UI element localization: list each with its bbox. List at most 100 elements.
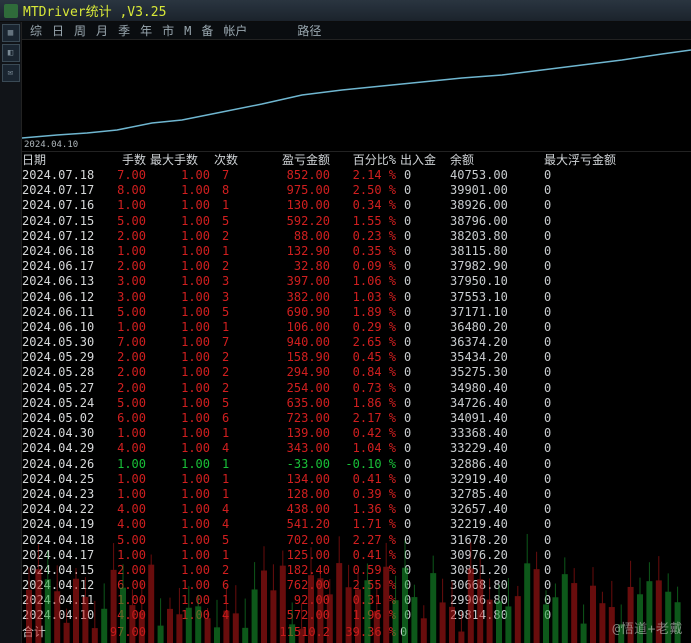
table-row[interactable]: 2024.06.101.001.001106.000.29 %036480.20… bbox=[22, 320, 691, 335]
tab-7[interactable]: M bbox=[184, 24, 191, 38]
equity-line bbox=[22, 40, 691, 152]
cell-io: 0 bbox=[400, 517, 450, 532]
cell-pct: 0.41 % bbox=[334, 548, 400, 563]
tab-4[interactable]: 季 bbox=[118, 22, 130, 39]
cell-pct: 1.03 % bbox=[334, 290, 400, 305]
toolbar-button-2[interactable]: ◧ bbox=[2, 44, 20, 62]
table-row[interactable]: 2024.04.231.001.001128.000.39 %032785.40… bbox=[22, 487, 691, 502]
cell-lots: 1.00 bbox=[100, 487, 150, 502]
cell-lots: 6.00 bbox=[100, 578, 150, 593]
tab-2[interactable]: 周 bbox=[74, 22, 86, 39]
table-row[interactable]: 2024.04.294.001.004343.001.04 %033229.40… bbox=[22, 441, 691, 456]
cell-date: 2024.05.24 bbox=[22, 396, 100, 411]
col-count: 次数 bbox=[214, 152, 256, 168]
tab-5[interactable]: 年 bbox=[140, 22, 152, 39]
table-row[interactable]: 2024.04.171.001.001125.000.41 %030976.20… bbox=[22, 548, 691, 563]
cell-pct: 0.29 % bbox=[334, 320, 400, 335]
cell-pct: -0.10 % bbox=[334, 457, 400, 472]
cell-lots: 2.00 bbox=[100, 365, 150, 380]
cell-count: 6 bbox=[214, 578, 256, 593]
table-row[interactable]: 2024.04.301.001.001139.000.42 %033368.40… bbox=[22, 426, 691, 441]
cell-float: 0 bbox=[544, 259, 638, 274]
cell-lots: 7.00 bbox=[100, 168, 150, 183]
tab-6[interactable]: 市 bbox=[162, 22, 174, 39]
table-row[interactable]: 2024.04.261.001.001-33.00-0.10 %032886.4… bbox=[22, 457, 691, 472]
cell-maxlots: 1.00 bbox=[150, 457, 214, 472]
cell-float: 0 bbox=[544, 168, 638, 183]
table-row[interactable]: 2024.06.181.001.001132.900.35 %038115.80… bbox=[22, 244, 691, 259]
tab-1[interactable]: 日 bbox=[52, 22, 64, 39]
table-row[interactable]: 2024.05.245.001.005635.001.86 %034726.40… bbox=[22, 396, 691, 411]
cell-io: 0 bbox=[400, 305, 450, 320]
col-date: 日期 bbox=[22, 152, 100, 168]
table-row[interactable]: 2024.06.123.001.003382.001.03 %037553.10… bbox=[22, 290, 691, 305]
cell-io: 0 bbox=[400, 502, 450, 517]
table-row[interactable]: 2024.04.251.001.001134.000.41 %032919.40… bbox=[22, 472, 691, 487]
cell-float: 0 bbox=[544, 548, 638, 563]
table-row[interactable]: 2024.04.224.001.004438.001.36 %032657.40… bbox=[22, 502, 691, 517]
cell-count: 4 bbox=[214, 608, 256, 623]
cell-date: 2024.05.02 bbox=[22, 411, 100, 426]
cell-pct: 1.06 % bbox=[334, 274, 400, 289]
col-bal: 余额 bbox=[450, 152, 544, 168]
table-row[interactable]: 2024.07.187.001.007852.002.14 %040753.00… bbox=[22, 168, 691, 183]
cell-lots: 1.00 bbox=[100, 548, 150, 563]
table-row[interactable]: 2024.06.115.001.005690.901.89 %037171.10… bbox=[22, 305, 691, 320]
cell-bal: 36480.20 bbox=[450, 320, 544, 335]
cell-lots: 1.00 bbox=[100, 426, 150, 441]
cell-float: 0 bbox=[544, 305, 638, 320]
cell-float: 0 bbox=[544, 320, 638, 335]
table-row[interactable]: 2024.07.122.001.00288.000.23 %038203.800 bbox=[22, 229, 691, 244]
cell-float: 0 bbox=[544, 411, 638, 426]
tab-path[interactable]: 路径 bbox=[297, 22, 321, 39]
cell-date: 2024.06.10 bbox=[22, 320, 100, 335]
cell-date: 2024.04.15 bbox=[22, 563, 100, 578]
cell-pct: 2.27 % bbox=[334, 533, 400, 548]
table-row[interactable]: 2024.05.307.001.007940.002.65 %036374.20… bbox=[22, 335, 691, 350]
table-row[interactable]: 2024.07.155.001.005592.201.55 %038796.00… bbox=[22, 214, 691, 229]
cell-pct: 2.14 % bbox=[334, 168, 400, 183]
cell-pct: 0.84 % bbox=[334, 365, 400, 380]
cell-maxlots: 1.00 bbox=[150, 259, 214, 274]
table-row[interactable]: 2024.04.126.001.006762.002.55 %030668.80… bbox=[22, 578, 691, 593]
tab-9[interactable]: 帐户 bbox=[223, 22, 247, 39]
table-row[interactable]: 2024.04.111.001.00192.000.31 %029906.800 bbox=[22, 593, 691, 608]
table-row[interactable]: 2024.05.292.001.002158.900.45 %035434.20… bbox=[22, 350, 691, 365]
cell-bal: 34091.40 bbox=[450, 411, 544, 426]
cell-bal: 33229.40 bbox=[450, 441, 544, 456]
cell-lots: 2.00 bbox=[100, 350, 150, 365]
table-row[interactable]: 2024.05.026.001.006723.002.17 %034091.40… bbox=[22, 411, 691, 426]
table-row[interactable]: 2024.07.161.001.001130.000.34 %038926.00… bbox=[22, 198, 691, 213]
cell-date: 2024.05.30 bbox=[22, 335, 100, 350]
table-row[interactable]: 2024.06.133.001.003397.001.06 %037950.10… bbox=[22, 274, 691, 289]
cell-date: 2024.06.13 bbox=[22, 274, 100, 289]
table-header: 日期 手数 最大手数 次数 盈亏金额 百分比% 出入金 余额 最大浮亏金额 bbox=[22, 152, 691, 168]
stats-table: 日期 手数 最大手数 次数 盈亏金额 百分比% 出入金 余额 最大浮亏金额 20… bbox=[22, 152, 691, 640]
cell-date: 2024.06.18 bbox=[22, 244, 100, 259]
cell-io: 0 bbox=[400, 183, 450, 198]
table-row[interactable]: 2024.04.152.001.002182.400.59 %030851.20… bbox=[22, 563, 691, 578]
cell-lots: 4.00 bbox=[100, 441, 150, 456]
cell-count: 2 bbox=[214, 381, 256, 396]
tab-8[interactable]: 备 bbox=[201, 22, 213, 39]
cell-io: 0 bbox=[400, 290, 450, 305]
table-row[interactable]: 2024.04.185.001.005702.002.27 %031678.20… bbox=[22, 533, 691, 548]
toolbar-button-3[interactable]: ✉ bbox=[2, 64, 20, 82]
cell-pct: 0.31 % bbox=[334, 593, 400, 608]
tab-3[interactable]: 月 bbox=[96, 22, 108, 39]
cell-io: 0 bbox=[400, 548, 450, 563]
cell-maxlots: 1.00 bbox=[150, 183, 214, 198]
cell-count: 2 bbox=[214, 259, 256, 274]
footer-pct: 39.36 % bbox=[334, 624, 400, 640]
table-row[interactable]: 2024.04.104.001.004572.001.96 %029814.80… bbox=[22, 608, 691, 623]
table-row[interactable]: 2024.05.282.001.002294.900.84 %035275.30… bbox=[22, 365, 691, 380]
table-row[interactable]: 2024.06.172.001.00232.800.09 %037982.900 bbox=[22, 259, 691, 274]
table-row[interactable]: 2024.04.194.001.004541.201.71 %032219.40… bbox=[22, 517, 691, 532]
toolbar-button-1[interactable]: ▦ bbox=[2, 24, 20, 42]
table-row[interactable]: 2024.05.272.001.002254.000.73 %034980.40… bbox=[22, 381, 691, 396]
cell-bal: 38926.00 bbox=[450, 198, 544, 213]
cell-date: 2024.05.29 bbox=[22, 350, 100, 365]
tab-0[interactable]: 综 bbox=[30, 22, 42, 39]
table-row[interactable]: 2024.07.178.001.008975.002.50 %039901.00… bbox=[22, 183, 691, 198]
cell-lots: 1.00 bbox=[100, 198, 150, 213]
